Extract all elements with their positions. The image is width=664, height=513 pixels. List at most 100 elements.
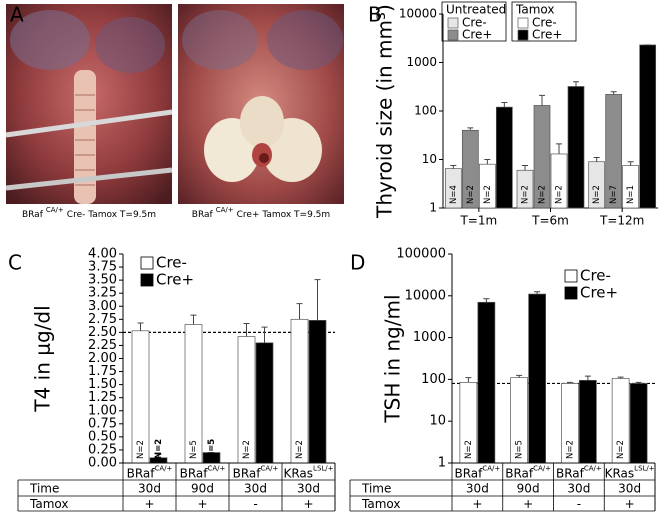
caption-gene: BRaf	[22, 210, 44, 220]
error-bar	[556, 143, 562, 154]
table-row-label: Time	[29, 482, 59, 496]
table-cell: 90d	[191, 482, 214, 496]
category-label: BRafCA/+	[454, 465, 500, 481]
y-tick-label: 10	[422, 152, 437, 166]
n-label: N=2	[260, 439, 270, 459]
n-label: N=2	[464, 440, 474, 459]
y-tick-label: 100	[414, 104, 437, 118]
panel-label: B	[368, 3, 382, 27]
n-label: N=5	[533, 439, 543, 459]
legend-title: Untreated	[446, 3, 506, 17]
error-bar	[635, 381, 642, 384]
legend-swatch	[517, 29, 529, 41]
legend-title: Tamox	[515, 3, 554, 17]
error-bar	[190, 314, 197, 325]
n-label: N=2	[538, 185, 548, 204]
y-tick-label: 0.75	[88, 416, 117, 431]
panel-label: C	[8, 251, 22, 275]
y-tick-label: 1.50	[88, 377, 117, 392]
x-tick-label: T=1m	[459, 214, 497, 228]
error-bar	[296, 303, 303, 320]
n-label: N=2	[242, 440, 252, 459]
y-axis-label: TSH in ng/ml	[381, 294, 405, 423]
category-label: BRafCA/+	[556, 465, 602, 481]
y-tick-label: 1.00	[88, 403, 117, 418]
error-bar	[593, 156, 600, 162]
legend-swatch	[140, 256, 154, 270]
photo-1	[5, 4, 173, 204]
bar	[528, 293, 546, 464]
y-tick-label: 3.25	[88, 286, 117, 301]
category-superscript: LSL/+	[313, 465, 334, 473]
error-bar	[573, 81, 579, 87]
category-superscript: CA/+	[533, 465, 551, 473]
n-label: N=2	[583, 439, 593, 459]
error-bar	[450, 165, 457, 169]
error-bar	[584, 375, 591, 381]
y-axis-label: T4 in μg/dl	[31, 305, 55, 412]
y-tick-label: 3.00	[88, 299, 117, 314]
y-tick-label: 10	[429, 414, 446, 429]
table-cell: +	[472, 497, 482, 511]
category-name: BRaf	[556, 466, 585, 480]
legend-swatch	[140, 273, 154, 287]
n-label: N=2	[592, 185, 602, 204]
n-label: N=2	[295, 440, 305, 459]
y-tick-label: 1000	[413, 330, 446, 345]
caption-allele: CA/+	[46, 206, 64, 214]
panel-label: A	[10, 3, 24, 27]
y-tick-label: 0.25	[88, 442, 117, 457]
error-bar	[243, 322, 250, 337]
table-row-label: Tamox	[361, 497, 400, 511]
table-row-label: Time	[361, 482, 391, 496]
table-cell: +	[523, 497, 533, 511]
category-label: BRafCA/+	[233, 465, 279, 481]
n-label: N=2	[313, 439, 323, 459]
table-cell: +	[625, 497, 635, 511]
n-label: N=2	[483, 185, 493, 204]
y-tick-label: 2.75	[88, 312, 117, 327]
category-label: BRafCA/+	[127, 465, 173, 481]
category-name: BRaf	[127, 466, 156, 480]
y-tick-label: 100000	[396, 247, 446, 262]
legend-label: Cre-	[462, 16, 487, 30]
category-label: KRasLSL/+	[605, 465, 655, 481]
n-label: N=2	[565, 440, 575, 459]
n-label: N=2	[154, 439, 164, 459]
n-label: N=2	[466, 185, 476, 204]
legend-box	[511, 1, 577, 42]
bar	[639, 44, 657, 209]
n-label: N=1	[626, 185, 636, 204]
category-superscript: CA/+	[482, 465, 500, 473]
y-tick-label: 4.00	[88, 247, 117, 262]
category-name: KRas	[283, 466, 313, 480]
table-cell: +	[144, 497, 154, 511]
y-tick-label: 2.50	[88, 325, 117, 340]
photo-2	[178, 4, 344, 204]
panel-label: D	[350, 251, 365, 275]
category-superscript: CA/+	[154, 465, 172, 473]
legend-swatch	[517, 17, 529, 29]
table-cell: 30d	[618, 482, 641, 496]
category-superscript: CA/+	[207, 465, 225, 473]
category-superscript: LSL/+	[634, 465, 655, 473]
table-cell: 30d	[466, 482, 489, 496]
table-cell: -	[577, 497, 581, 511]
category-label: KRasLSL/+	[283, 465, 333, 481]
error-bar	[539, 94, 545, 106]
error-bar	[516, 374, 523, 378]
category-name: BRaf	[505, 466, 534, 480]
category-name: BRaf	[454, 466, 483, 480]
y-tick-label: 1	[438, 456, 446, 471]
y-tick-label: 0.00	[88, 456, 117, 471]
n-label: N=7	[609, 185, 619, 204]
caption-allele: CA/+	[216, 206, 234, 214]
caption-gene: BRaf	[192, 210, 214, 220]
error-bar	[483, 298, 490, 303]
table-cell: 30d	[567, 482, 590, 496]
n-label: N=5	[207, 439, 217, 459]
y-tick-label: 3.50	[88, 273, 117, 288]
photo-caption: BRaf CA/+ Cre+ Tamox T=9.5m	[192, 206, 330, 220]
n-label: N=2	[634, 439, 644, 459]
